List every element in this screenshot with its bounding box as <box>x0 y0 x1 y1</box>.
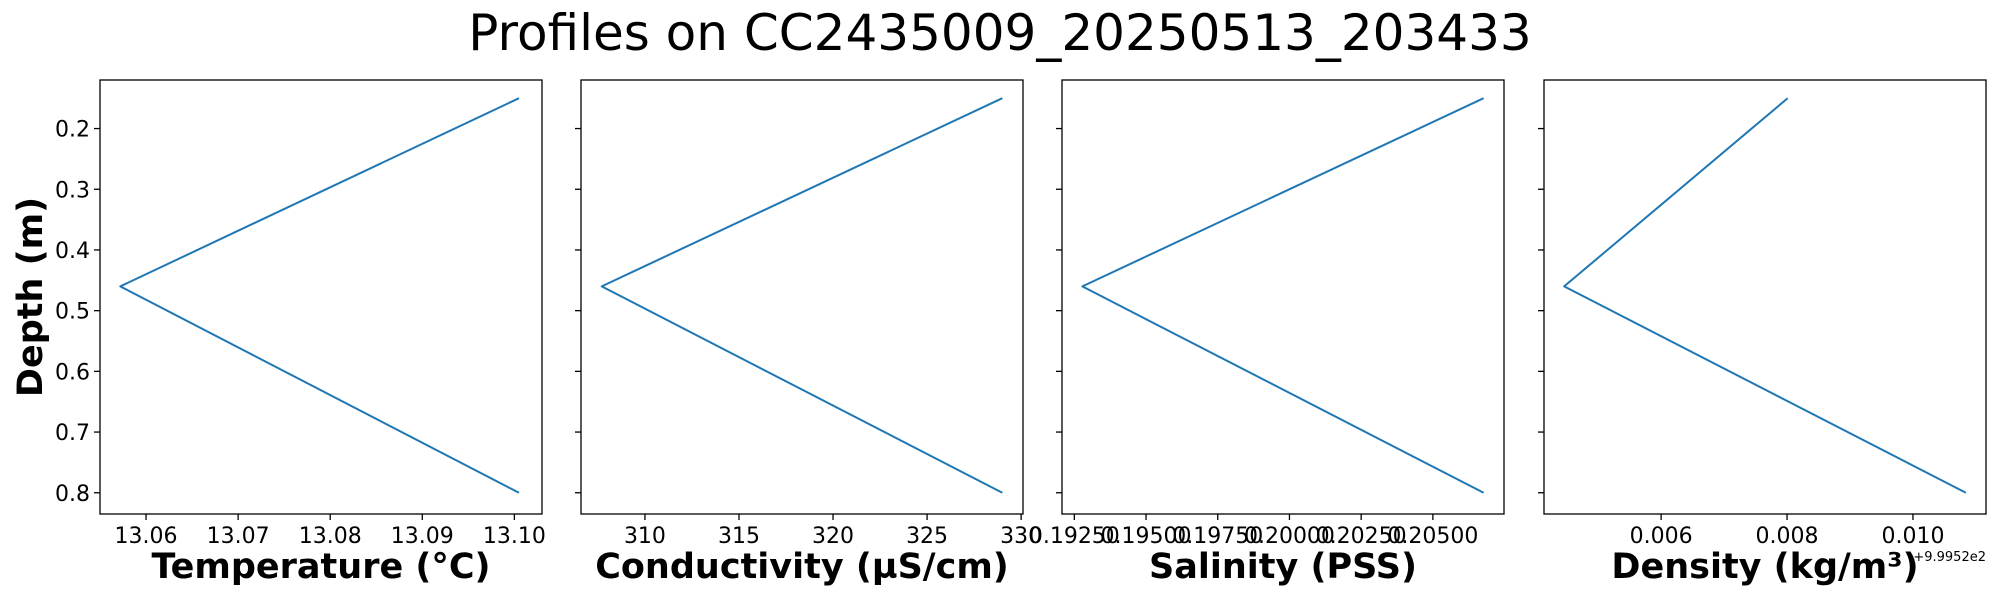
profile-line <box>1081 97 1485 494</box>
x-tick-label: 0.20250 <box>1316 524 1407 549</box>
x-axis-label: Temperature (°C) <box>151 547 490 587</box>
x-tick-label: 13.09 <box>391 524 454 549</box>
x-offset-label: +9.9952e2 <box>1913 550 1986 565</box>
x-tick-label: 13.06 <box>115 524 178 549</box>
x-tick-label: 325 <box>906 524 948 549</box>
y-tick-label: 0.7 <box>55 421 90 446</box>
x-tick-label: 330 <box>1000 524 1042 549</box>
plot-frame <box>1543 79 1987 515</box>
y-tick-label: 0.4 <box>55 239 90 264</box>
x-tick-label: 320 <box>812 524 854 549</box>
profile-line <box>1563 97 1967 494</box>
x-tick-label: 0.008 <box>1756 524 1819 549</box>
plot-frame <box>99 79 543 515</box>
y-axis-label: Depth (m) <box>11 197 51 397</box>
x-axis-label: Salinity (PSS) <box>1149 547 1417 587</box>
x-tick-label: 0.19250 <box>1029 524 1120 549</box>
x-tick-label: 315 <box>718 524 760 549</box>
x-tick-label: 0.19750 <box>1172 524 1263 549</box>
profile-line <box>600 97 1003 494</box>
profile-line <box>119 97 520 494</box>
x-axis-label: Density (kg/m³) <box>1611 547 1918 587</box>
subplot-salinity: 0.192500.195000.197500.200000.202500.205… <box>1029 79 1505 587</box>
x-tick-label: 0.20000 <box>1244 524 1335 549</box>
x-axis-label: Conductivity (µS/cm) <box>595 547 1009 587</box>
x-tick-label: 0.20500 <box>1387 524 1478 549</box>
y-tick-label: 0.8 <box>55 482 90 507</box>
y-tick-label: 0.3 <box>55 178 90 203</box>
x-tick-label: 0.19500 <box>1101 524 1192 549</box>
x-tick-label: 13.07 <box>207 524 270 549</box>
subplot-panels: 0.2 0.3 0.4 0.5 0.6 0.7 0.8 13.06 13.07 13.08 13.0… <box>11 79 1987 587</box>
x-tick-label: 0.010 <box>1881 524 1944 549</box>
x-tick-label: 13.10 <box>483 524 546 549</box>
plot-frame <box>1061 79 1505 515</box>
y-tick-label: 0.5 <box>55 300 90 325</box>
x-tick-label: 13.08 <box>299 524 362 549</box>
y-tick-label: 0.6 <box>55 360 90 385</box>
y-tick-label: 0.2 <box>55 118 90 143</box>
x-tick-label: 310 <box>624 524 666 549</box>
figure-title: Profiles on CC2435009_20250513_203433 <box>468 4 1531 62</box>
plot-frame <box>580 79 1024 515</box>
x-tick-label: 0.006 <box>1630 524 1693 549</box>
subplot-temperature: 0.2 0.3 0.4 0.5 0.6 0.7 0.8 13.06 13.07 13.08 13.0… <box>11 79 546 587</box>
